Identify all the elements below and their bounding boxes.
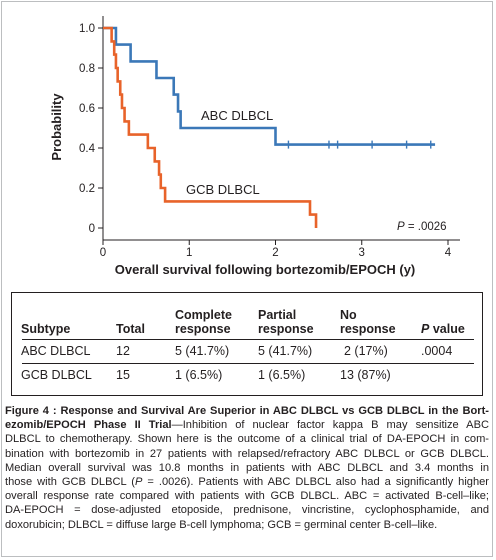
p-value-text: = .0026 — [405, 221, 447, 233]
abc-dlbcl-survival-curve — [103, 26, 436, 146]
chart-axes — [102, 16, 460, 241]
header-partial-1: Partial — [258, 308, 297, 322]
table-header-rule — [22, 339, 474, 340]
row-abc-partial: 5 (41.7%) — [258, 344, 313, 358]
header-partial-2: response — [258, 322, 314, 336]
y-tick-label: 0.4 — [79, 143, 96, 155]
header-no-2: response — [340, 322, 396, 336]
figure-caption: Figure 4 : Response and Survival Are Sup… — [5, 404, 489, 532]
header-no-1: No — [340, 308, 357, 322]
x-axis-label: Overall survival following bortezomib/EP… — [115, 262, 416, 277]
abc-series-label: ABC DLBCL — [201, 108, 273, 123]
header-p-rest: value — [429, 322, 465, 336]
y-tick-label: 0.6 — [79, 103, 95, 115]
caption-text-2: —Inhibition of nuclear factor kappa B ma… — [171, 419, 489, 432]
header-p-italic: P — [421, 322, 430, 336]
y-tick-label: 0.8 — [79, 63, 95, 75]
caption-label-part-2: ezomib/EPOCH Phase II Trial — [5, 419, 172, 432]
x-tick-label: 1 — [186, 247, 192, 259]
table-row-rule — [22, 363, 474, 364]
y-tick-label: 1.0 — [79, 23, 95, 35]
row-abc-total: 12 — [116, 344, 130, 358]
caption-label-part-1: Figure 4 : Response and Survival Are Sup… — [5, 405, 489, 417]
row-abc-subtype: ABC DLBCL — [21, 344, 91, 358]
caption-line-4: bination with bortezomib in 27 patients … — [5, 447, 489, 460]
header-subtype: Subtype — [21, 322, 71, 336]
p-value-annotation: P = .0026 — [397, 221, 447, 233]
p-italic: P — [397, 221, 405, 233]
y-tick-label: 0 — [89, 223, 95, 235]
row-gcb-total: 15 — [116, 368, 130, 382]
x-tick-label: 2 — [272, 247, 278, 259]
response-table: Subtype Total Complete response Partial … — [11, 292, 483, 396]
gcb-dlbcl-survival-curve — [103, 26, 318, 228]
caption-line-8: DA-EPOCH = dose-adjusted etoposide, pred… — [5, 504, 489, 517]
header-complete-1: Complete — [175, 308, 232, 322]
caption-line-9: doxorubicin; DLBCL = diffuse large B-cel… — [5, 518, 438, 531]
header-pvalue: P value — [421, 323, 465, 336]
chart-series — [103, 26, 436, 228]
row-abc-no: 2 (17%) — [344, 344, 388, 358]
caption-line-7: overall response rate compared with pati… — [5, 490, 489, 503]
row-abc-complete: 5 (41.7%) — [175, 344, 230, 358]
caption-line-6: those with GCB DLBCL (P = .0026). Patien… — [5, 475, 489, 489]
caption-text-6a: those with GCB DLBCL ( — [5, 476, 135, 489]
row-gcb-subtype: GCB DLBCL — [21, 368, 92, 382]
caption-text-6b: = .0026). Patients with ABC DLBCL also h… — [142, 476, 489, 489]
row-gcb-complete: 1 (6.5%) — [175, 368, 223, 382]
header-total: Total — [116, 322, 145, 336]
x-tick-label: 0 — [100, 247, 106, 259]
chart-ticks: 0 0.2 0.4 0.6 0.8 1.0 0 1 2 3 4 — [79, 23, 452, 259]
caption-line-3: DLBCL to chemotherapy. Shown here is the… — [5, 433, 489, 446]
header-complete-2: response — [175, 322, 231, 336]
y-axis-label: Probability — [49, 93, 64, 161]
x-tick-label: 3 — [359, 247, 365, 259]
caption-line-1: Figure 4 : Response and Survival Are Sup… — [5, 404, 489, 418]
caption-line-2: ezomib/EPOCH Phase II Trial—Inhibition o… — [5, 418, 489, 432]
gcb-series-label: GCB DLBCL — [186, 182, 260, 197]
caption-p-italic: P — [134, 476, 143, 489]
x-tick-label: 4 — [445, 247, 452, 259]
survival-chart: 0 0.2 0.4 0.6 0.8 1.0 0 1 2 3 4 Probability Overal… — [49, 16, 460, 277]
row-gcb-partial: 1 (6.5%) — [258, 368, 306, 382]
row-gcb-no: 13 (87%) — [340, 368, 391, 382]
row-abc-pvalue: .0004 — [421, 344, 453, 358]
y-tick-label: 0.2 — [79, 183, 95, 195]
caption-line-5: Median overall survival was 10.8 months … — [5, 461, 489, 474]
